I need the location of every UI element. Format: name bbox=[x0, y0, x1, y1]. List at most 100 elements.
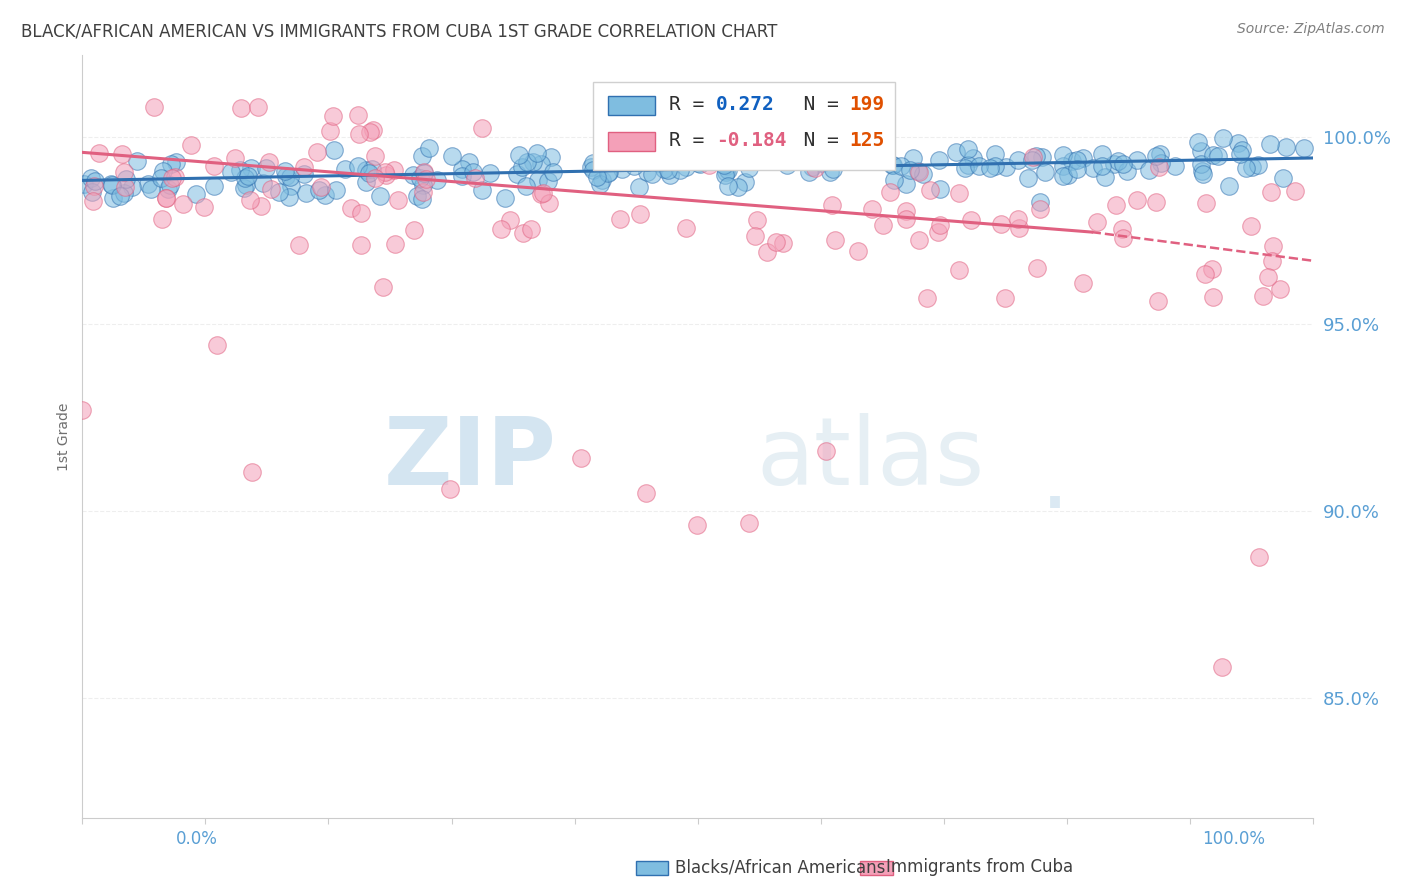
Point bbox=[72, 403, 94, 417]
Point bbox=[114, 180, 136, 194]
Point bbox=[323, 143, 346, 157]
Point bbox=[714, 168, 737, 182]
Point bbox=[387, 193, 409, 207]
Point bbox=[172, 196, 194, 211]
Text: N =: N = bbox=[780, 131, 851, 150]
Point bbox=[1060, 154, 1083, 169]
Point bbox=[347, 108, 370, 122]
Point bbox=[730, 153, 752, 168]
Point bbox=[1056, 168, 1078, 182]
Point bbox=[779, 153, 801, 168]
Point bbox=[347, 127, 370, 141]
Point bbox=[294, 186, 316, 200]
Point bbox=[890, 159, 912, 173]
Point bbox=[1094, 170, 1116, 185]
Point bbox=[1202, 148, 1225, 162]
Point bbox=[1144, 195, 1167, 210]
Point bbox=[821, 162, 844, 177]
Point bbox=[810, 136, 832, 150]
Point bbox=[311, 180, 333, 194]
Point bbox=[824, 233, 846, 247]
Point bbox=[713, 158, 735, 172]
Point bbox=[457, 154, 479, 169]
Point bbox=[412, 178, 434, 192]
Point bbox=[526, 146, 548, 161]
Point bbox=[898, 162, 921, 177]
Point bbox=[627, 179, 650, 194]
Point bbox=[409, 170, 432, 185]
Point bbox=[314, 188, 336, 202]
Point bbox=[516, 154, 538, 169]
Text: Immigrants from Cuba: Immigrants from Cuba bbox=[886, 858, 1073, 876]
Point bbox=[308, 183, 330, 197]
Point bbox=[1206, 149, 1229, 163]
Point bbox=[1234, 161, 1257, 176]
Point bbox=[1150, 155, 1173, 169]
Point bbox=[852, 149, 875, 163]
Point bbox=[967, 159, 990, 173]
Point bbox=[1066, 161, 1088, 176]
Point bbox=[984, 159, 1007, 173]
Point bbox=[202, 179, 225, 194]
Point bbox=[815, 444, 838, 458]
Text: Source: ZipAtlas.com: Source: ZipAtlas.com bbox=[1237, 22, 1385, 37]
Point bbox=[357, 166, 380, 180]
Point bbox=[402, 223, 425, 237]
Point bbox=[82, 185, 104, 199]
Point bbox=[901, 151, 924, 165]
Point bbox=[1284, 185, 1306, 199]
Point bbox=[522, 154, 544, 169]
Point bbox=[717, 178, 740, 193]
Point bbox=[384, 236, 406, 251]
Point bbox=[636, 155, 658, 169]
Point bbox=[738, 161, 761, 175]
Point bbox=[1195, 196, 1218, 211]
Text: -0.184: -0.184 bbox=[716, 131, 787, 150]
Point bbox=[1247, 550, 1270, 565]
Point bbox=[1218, 178, 1240, 193]
Point bbox=[1021, 153, 1043, 167]
Point bbox=[292, 160, 315, 174]
Point bbox=[375, 168, 398, 182]
Point bbox=[512, 226, 534, 240]
Point bbox=[810, 156, 832, 170]
Point bbox=[205, 338, 228, 352]
Point bbox=[896, 203, 918, 218]
Point bbox=[641, 167, 664, 181]
Point bbox=[149, 171, 172, 186]
Point bbox=[254, 161, 277, 176]
Point bbox=[1201, 261, 1223, 276]
Point bbox=[1227, 136, 1250, 150]
Point bbox=[280, 179, 302, 194]
Point bbox=[948, 186, 970, 200]
Point bbox=[1194, 267, 1216, 281]
Point bbox=[1239, 219, 1261, 233]
Point bbox=[184, 186, 207, 201]
Text: 125: 125 bbox=[849, 131, 884, 150]
Point bbox=[744, 229, 766, 244]
Point bbox=[883, 172, 905, 186]
Point bbox=[229, 101, 252, 115]
Text: Blacks/African Americans: Blacks/African Americans bbox=[675, 858, 886, 876]
Point bbox=[538, 195, 561, 210]
Point bbox=[911, 168, 934, 182]
Point bbox=[614, 148, 637, 162]
Point bbox=[1147, 160, 1170, 174]
Point bbox=[591, 172, 613, 186]
Point bbox=[1052, 148, 1074, 162]
Point bbox=[1031, 150, 1053, 164]
Point bbox=[73, 177, 96, 191]
Point bbox=[647, 155, 669, 169]
Point bbox=[1085, 215, 1108, 229]
Point bbox=[1147, 293, 1170, 308]
Point bbox=[1025, 148, 1047, 162]
Point bbox=[235, 178, 257, 193]
Point bbox=[626, 142, 648, 156]
Point bbox=[659, 168, 682, 182]
Point bbox=[152, 164, 174, 178]
Point bbox=[325, 183, 347, 197]
Point bbox=[1240, 160, 1263, 174]
Point bbox=[685, 517, 707, 532]
Point bbox=[669, 162, 692, 177]
Point bbox=[364, 149, 387, 163]
